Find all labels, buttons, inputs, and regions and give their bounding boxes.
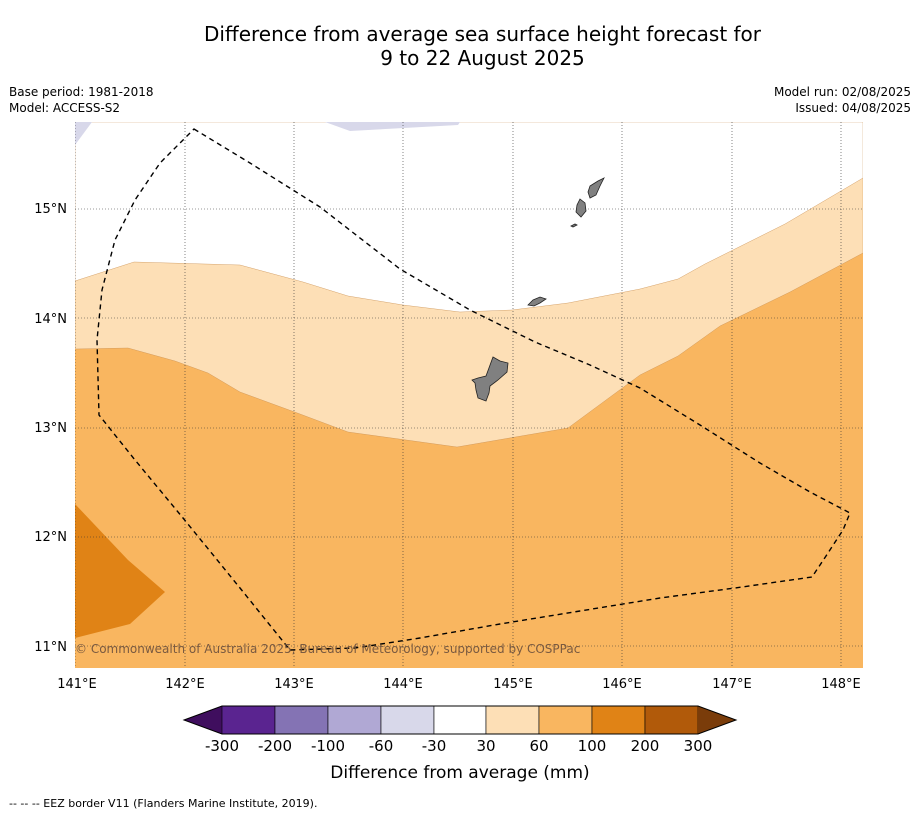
colorbar-arrow-max [698,706,736,734]
map-title: Difference from average sea surface heig… [0,22,919,70]
lon-label: 144°E [383,677,423,692]
colorbar-tick-label: 300 [684,737,713,755]
eez-border [96,128,851,651]
land [471,177,605,402]
lon-label: 147°E [712,677,752,692]
island-guam [471,356,509,402]
issued-date: Issued: 04/08/2025 [795,101,911,115]
colorbar-segment [221,705,276,735]
colorbar: -300 -200 -100 -60 -30 30 60 100 200 300… [182,705,738,783]
base-period: Base period: 1981-2018 [9,85,154,99]
model-name: Model: ACCESS-S2 [9,101,121,115]
title-line-1: Difference from average sea surface heig… [203,22,762,46]
island-rota [527,296,547,307]
lon-label: 141°E [57,677,97,692]
title-line-2: 9 to 22 August 2025 [380,46,585,70]
colorbar-tick-label: -60 [369,737,394,755]
region-neg-30-60-west [75,122,92,145]
model-run: Model run: 02/08/2025 [773,85,911,99]
colorbar-segment [433,705,487,735]
colorbar-title: Difference from average (mm) [330,763,589,783]
colorbar-arrow-min [184,706,222,734]
map-area: © Commonwealth of Australia 2025, Bureau… [75,122,863,668]
colorbar-tick-label: -300 [205,737,239,755]
colorbar-tick-label: 60 [529,737,548,755]
lon-label: 148°E [821,677,861,692]
colorbar-tick-label: -30 [422,737,447,755]
colorbar-segment [538,705,593,735]
colorbar-segment [380,705,435,735]
lon-label: 142°E [165,677,205,692]
colorbar-segment [274,705,329,735]
region-neg-30-60-north [325,122,460,131]
lat-label: 12°N [34,530,67,545]
island-tinian [575,198,587,218]
region-near-zero [75,122,863,313]
colorbar-tick-label: -200 [258,737,292,755]
lon-label: 143°E [274,677,314,692]
lat-label: 11°N [34,640,67,655]
eez-footnote: -- -- -- EEZ border V11 (Flanders Marine… [9,797,318,810]
island-saipan [587,177,605,199]
lat-label: 13°N [34,421,67,436]
lon-label: 145°E [493,677,533,692]
lat-label: 15°N [34,202,67,217]
lon-axis: 141°E 142°E 143°E 144°E 145°E 146°E 147°… [57,677,861,692]
meta-left: Base period: 1981-2018 Model: ACCESS-S2 [9,84,154,116]
colorbar-segment [327,705,382,735]
colorbar-tick-label: 200 [631,737,660,755]
lon-label: 146°E [602,677,642,692]
colorbar-segment [485,705,540,735]
colorbar-tick-label: -100 [311,737,345,755]
lat-axis: 15°N 14°N 13°N 12°N 11°N [34,202,67,655]
colorbar-outline [182,705,738,735]
colorbar-tick-label: 100 [578,737,607,755]
copyright-text: © Commonwealth of Australia 2025, Bureau… [75,642,580,656]
colorbar-segment [591,705,646,735]
meta-right: Model run: 02/08/2025 Issued: 04/08/2025 [774,84,911,116]
colorbar-tick-label: 30 [476,737,495,755]
colorbar-segment [644,705,699,735]
region-100-200 [75,504,165,638]
island-aguijan [570,223,578,228]
lat-label: 14°N [34,312,67,327]
graticule [75,122,863,668]
